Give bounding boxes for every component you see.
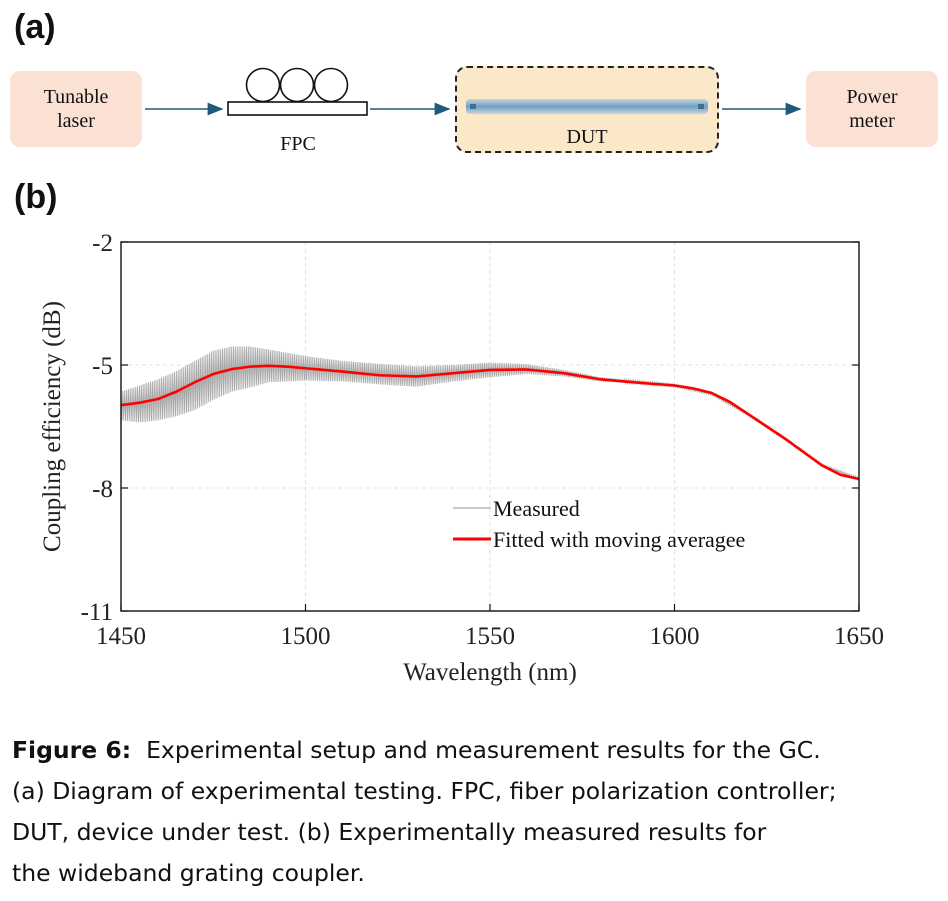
- waveguide-chip-icon: [466, 99, 708, 114]
- x-tick-label: 1650: [834, 623, 884, 650]
- x-tick-label: 1500: [281, 623, 331, 650]
- y-tick-label: -8: [92, 476, 113, 503]
- x-tick-label: 1600: [650, 623, 700, 650]
- x-axis-label: Wavelength (nm): [403, 659, 577, 686]
- caption-line-4: the wideband grating coupler.: [12, 859, 365, 887]
- series-measured: [120, 346, 860, 482]
- setup-diagram: [145, 67, 802, 116]
- ticks: 1450 1500 1550 1600 1650 -2 -5 -8 -11: [81, 230, 884, 650]
- x-tick-label: 1550: [465, 623, 515, 650]
- panel-label-b: (b): [14, 178, 58, 216]
- panel-label-a: (a): [14, 8, 56, 46]
- caption-line-3: DUT, device under test. (b) Experimental…: [12, 818, 767, 846]
- grid: [121, 242, 859, 611]
- series: [120, 346, 860, 482]
- tunable-laser-box: Tunable laser: [10, 71, 142, 147]
- y-tick-label: -11: [81, 599, 113, 626]
- dut-label: DUT: [566, 126, 608, 148]
- caption-line-2: (a) Diagram of experimental testing. FPC…: [12, 777, 837, 805]
- power-meter-box: Power meter: [806, 71, 938, 147]
- dut-box: DUT: [455, 66, 719, 153]
- series-fitted: [120, 364, 860, 481]
- caption-line-1: Experimental setup and measurement resul…: [146, 736, 821, 764]
- y-axis-label: Coupling efficiency (dB): [39, 301, 66, 552]
- y-tick-label: -5: [92, 353, 113, 380]
- fpc-label: FPC: [280, 133, 316, 155]
- fpc-icon: [227, 67, 368, 116]
- legend-label-fitted: Fitted with moving averagee: [493, 527, 745, 552]
- coupling-efficiency-chart: 1450 1500 1550 1600 1650 -2 -5 -8 -11 Wavelength…: [39, 230, 884, 686]
- x-tick-label: 1450: [96, 623, 146, 650]
- legend: Measured Fitted with moving averagee: [453, 496, 745, 552]
- figure-caption: Figure 6: Experimental setup and measure…: [12, 730, 932, 894]
- y-tick-label: -2: [92, 230, 113, 257]
- legend-label-measured: Measured: [493, 496, 580, 521]
- caption-label: Figure 6:: [12, 736, 132, 764]
